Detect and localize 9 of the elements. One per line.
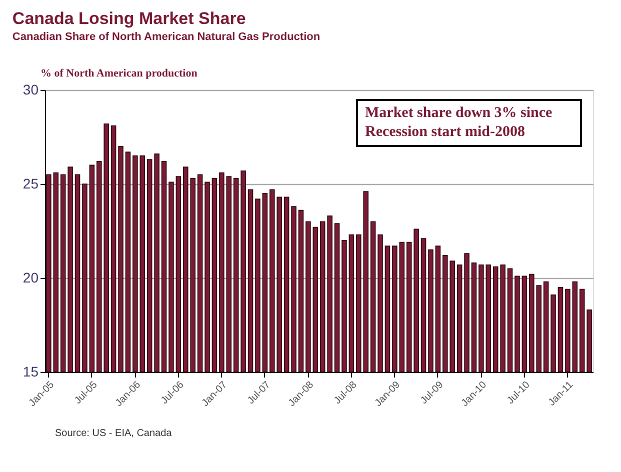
chart-title: Canada Losing Market Share	[12, 9, 246, 28]
chart-subtitle: Canadian Share of North American Natural Gas Production	[12, 31, 320, 43]
y-tick-label: 20	[22, 270, 39, 286]
y-tick-label: 30	[22, 82, 39, 98]
annotation: Market share down 3% since Recession start mid-2008	[365, 105, 553, 140]
y-tick-label: 15	[22, 364, 39, 380]
source-note: Source: US - EIA, Canada	[55, 428, 172, 439]
y-tick-label: 25	[22, 176, 39, 192]
y-axis-title: % of North American production	[40, 68, 198, 80]
